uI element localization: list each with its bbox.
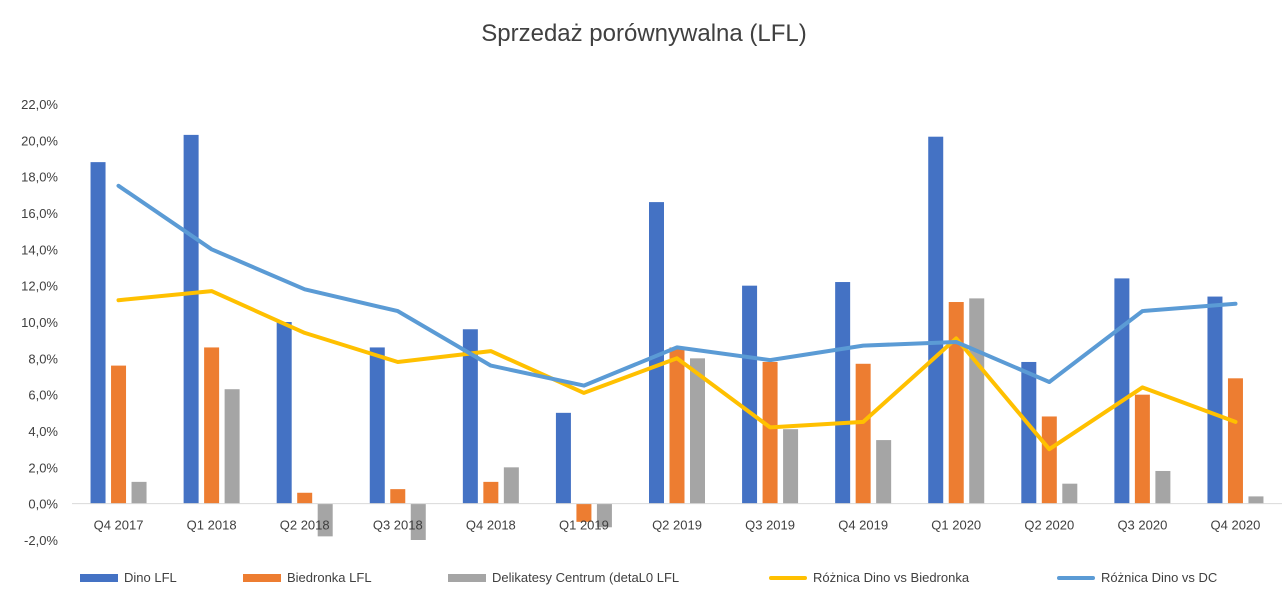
bar-biedronka-lfl-5 [576, 503, 592, 522]
legend-label: Różnica Dino vs Biedronka [813, 570, 970, 585]
x-tick-label: Q2 2020 [1024, 518, 1074, 533]
legend-item: Biedronka LFL [243, 570, 372, 585]
bar-biedronka-lfl-10 [1041, 416, 1057, 504]
line-roznica-dino-vs-dc [116, 183, 1238, 388]
bar-delikatesy-centrum-detal0-lfl-12 [1248, 496, 1264, 504]
bar-dino-lfl-9 [928, 136, 944, 504]
bar-series [90, 134, 1264, 540]
bar-dino-lfl-6 [649, 202, 664, 504]
x-tick-label: Q1 2019 [559, 518, 609, 533]
legend: Dino LFL Biedronka LFL Delikatesy Centrum … [0, 570, 1288, 594]
bar-delikatesy-centrum-detal0-lfl-5 [596, 503, 612, 528]
y-axis-ticks: -2,0% 0,0% 2,0% 4,0% 6,0% 8,0% 10,0% 12,0% 14,0%… [21, 97, 58, 548]
bar-dino-lfl-11 [1114, 278, 1130, 504]
legend-swatch [80, 573, 118, 582]
bar-dino-lfl-12 [1207, 296, 1223, 504]
bar-delikatesy-centrum-detal0-lfl-1 [224, 389, 240, 504]
y-tick-label: -2,0% [24, 533, 58, 548]
legend-item: Dino LFL [80, 570, 177, 585]
bar-dino-lfl-7 [742, 285, 758, 504]
legend-item: Różnica Dino vs DC [1057, 570, 1217, 585]
bar-delikatesy-centrum-detal0-lfl-10 [1062, 483, 1078, 504]
bar-delikatesy-centrum-detal0-lfl-11 [1155, 470, 1171, 504]
bar-biedronka-lfl-2 [297, 492, 313, 504]
bar-delikatesy-centrum-detal0-lfl-7 [783, 429, 799, 504]
legend-swatch [769, 575, 807, 580]
x-tick-label: Q3 2019 [745, 518, 795, 533]
bar-dino-lfl-8 [835, 282, 851, 504]
legend-label: Dino LFL [124, 570, 177, 585]
y-tick-label: 4,0% [28, 424, 58, 439]
y-tick-label: 20,0% [21, 133, 58, 148]
legend-label: Różnica Dino vs DC [1101, 570, 1218, 585]
bar-dino-lfl-0 [90, 162, 106, 504]
bar-dino-lfl-2 [276, 322, 292, 504]
y-tick-label: 18,0% [21, 170, 58, 185]
line-roznica-dino-vs-biedronka [116, 289, 1238, 452]
x-tick-label: Q4 2019 [838, 518, 888, 533]
x-tick-label: Q1 2018 [187, 518, 237, 533]
y-tick-label: 22,0% [21, 97, 58, 112]
bar-biedronka-lfl-0 [111, 365, 127, 504]
bar-biedronka-lfl-11 [1134, 394, 1150, 504]
bar-dino-lfl-1 [183, 134, 199, 504]
legend-swatch [243, 573, 281, 582]
y-tick-label: 12,0% [21, 279, 58, 294]
x-axis-ticks: Q4 2017 Q1 2018 Q2 2018 Q3 2018 Q4 2018 Q1 20… [94, 518, 1261, 533]
legend-label: Biedronka LFL [287, 570, 372, 585]
bar-dino-lfl-5 [555, 412, 571, 504]
legend-swatch [1057, 575, 1095, 580]
bar-delikatesy-centrum-detal0-lfl-9 [969, 298, 985, 504]
bar-dino-lfl-10 [1021, 361, 1037, 504]
y-tick-label: 16,0% [21, 206, 58, 221]
x-tick-label: Q2 2018 [280, 518, 330, 533]
bar-dino-lfl-4 [462, 329, 478, 504]
x-tick-label: Q3 2018 [373, 518, 423, 533]
x-tick-label: Q1 2020 [931, 518, 981, 533]
legend-item: Różnica Dino vs Biedronka [769, 570, 969, 585]
bar-biedronka-lfl-1 [204, 347, 220, 504]
bar-biedronka-lfl-9 [948, 302, 964, 504]
bar-biedronka-lfl-8 [855, 363, 871, 504]
x-tick-label: Q4 2020 [1211, 518, 1261, 533]
chart-title: Sprzedaż porównywalna (LFL) [481, 20, 807, 47]
legend-item: Delikatesy Centrum (detaL0 LFL [448, 570, 679, 585]
bar-delikatesy-centrum-detal0-lfl-8 [876, 440, 892, 504]
bar-delikatesy-centrum-detal0-lfl-2 [317, 503, 333, 537]
bar-biedronka-lfl-3 [390, 489, 406, 504]
y-tick-label: 10,0% [21, 315, 58, 330]
line-series [116, 183, 1238, 452]
y-tick-label: 2,0% [28, 460, 58, 475]
x-tick-label: Q4 2018 [466, 518, 516, 533]
bar-delikatesy-centrum-detal0-lfl-0 [131, 481, 147, 504]
bar-biedronka-lfl-4 [483, 481, 499, 504]
y-tick-label: 6,0% [28, 388, 58, 403]
x-tick-label: Q3 2020 [1117, 518, 1167, 533]
bar-delikatesy-centrum-detal0-lfl-6 [690, 358, 705, 504]
bar-biedronka-lfl-12 [1227, 378, 1243, 504]
y-tick-label: 14,0% [21, 242, 58, 257]
x-tick-label: Q4 2017 [94, 518, 144, 533]
x-tick-label: Q2 2019 [652, 518, 702, 533]
bar-dino-lfl-3 [369, 347, 385, 504]
legend-label: Delikatesy Centrum (detaL0 LFL [492, 570, 680, 585]
y-tick-label: 0,0% [28, 497, 58, 512]
y-tick-label: 8,0% [28, 351, 58, 366]
bar-biedronka-lfl-7 [762, 361, 778, 504]
bar-delikatesy-centrum-detal0-lfl-4 [503, 467, 519, 504]
bar-biedronka-lfl-6 [669, 347, 685, 504]
bar-delikatesy-centrum-detal0-lfl-3 [410, 503, 426, 540]
legend-swatch [448, 573, 486, 582]
